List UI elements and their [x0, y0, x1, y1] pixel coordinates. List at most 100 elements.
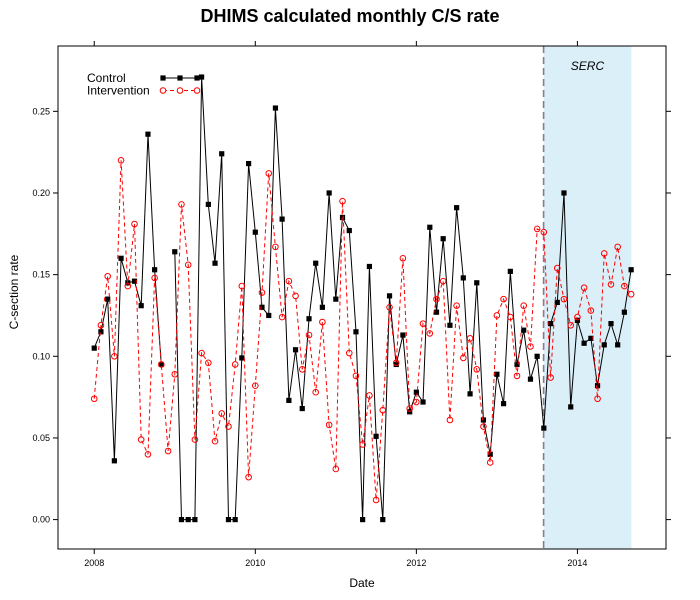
data-point-control: [286, 397, 292, 403]
x-tick-label: 2008: [84, 558, 104, 568]
data-point-control: [527, 376, 534, 382]
data-point-control: [413, 389, 419, 395]
data-point-control: [326, 190, 332, 196]
data-point-control: [205, 201, 211, 208]
data-point-control: [534, 353, 540, 359]
data-point-intervention: [594, 395, 601, 403]
data-point-control: [400, 332, 406, 338]
data-point-intervention: [480, 423, 487, 430]
data-point-control: [91, 345, 97, 351]
data-point-control: [225, 517, 232, 523]
data-point-intervention: [245, 473, 252, 481]
data-point-intervention: [419, 320, 427, 327]
data-point-intervention: [413, 398, 420, 406]
data-point-control: [299, 405, 305, 412]
data-point-control: [306, 316, 312, 322]
data-point-intervention: [486, 459, 494, 466]
x-tick-label: 2010: [245, 558, 265, 568]
data-point-control: [487, 451, 493, 457]
data-point-intervention: [359, 441, 366, 448]
data-point-intervention: [332, 465, 340, 473]
data-point-intervention: [231, 361, 239, 368]
y-tick-label: 0.15: [32, 270, 50, 280]
data-point-control: [420, 399, 426, 405]
x-axis-label: Date: [349, 576, 375, 590]
data-point-intervention: [164, 447, 172, 455]
data-point-intervention: [580, 284, 588, 292]
data-point-control: [360, 517, 366, 523]
data-point-intervention: [500, 295, 507, 303]
data-point-intervention: [251, 382, 259, 389]
data-point-intervention: [285, 277, 293, 285]
data-point-control: [460, 275, 466, 281]
data-point-control: [474, 280, 480, 286]
data-point-control: [272, 105, 279, 111]
data-point-intervention: [124, 282, 132, 290]
data-point-control: [252, 229, 258, 235]
data-point-intervention: [211, 437, 219, 445]
data-point-control: [427, 224, 433, 230]
data-point-intervention: [366, 392, 373, 399]
data-point-intervention: [527, 343, 534, 350]
data-point-control: [246, 160, 252, 167]
legend-label-intervention: Intervention: [87, 84, 150, 98]
series-intervention: [90, 157, 635, 504]
data-point-intervention: [238, 282, 246, 290]
data-point-control: [541, 425, 547, 431]
data-point-intervention: [520, 302, 528, 309]
data-point-control: [178, 517, 185, 523]
data-point-control: [581, 340, 587, 346]
data-point-intervention: [587, 307, 595, 314]
plot-frame: [57, 45, 667, 550]
data-point-intervention: [218, 410, 226, 417]
data-point-intervention: [386, 303, 393, 311]
data-point-intervention: [171, 370, 179, 378]
data-point-intervention: [305, 331, 313, 339]
data-point-control: [447, 322, 453, 328]
data-point-intervention: [560, 295, 568, 303]
data-point-intervention: [553, 264, 561, 272]
data-point-control: [373, 433, 379, 439]
data-point-intervention: [258, 289, 266, 296]
legend-marker-intervention: [159, 87, 167, 94]
data-point-intervention: [507, 313, 514, 321]
chart-title: DHIMS calculated monthly C/S rate: [200, 6, 500, 26]
data-point-control: [568, 404, 574, 410]
serc-label: SERC: [571, 59, 605, 73]
data-point-control: [192, 517, 198, 523]
data-point-control: [454, 205, 460, 211]
data-point-intervention: [439, 277, 447, 285]
data-point-control: [111, 458, 117, 464]
data-point-intervention: [158, 361, 165, 368]
data-point-control: [185, 517, 191, 523]
data-point-intervention: [272, 243, 279, 251]
data-point-intervention: [151, 274, 158, 282]
x-tick-label: 2014: [567, 558, 587, 568]
data-point-intervention: [205, 359, 212, 367]
data-point-intervention: [426, 330, 434, 337]
data-point-control: [433, 309, 440, 315]
data-point-control: [514, 361, 520, 368]
data-point-control: [98, 329, 104, 335]
data-point-control: [158, 361, 164, 368]
data-point-intervention: [433, 295, 440, 303]
data-point-control: [615, 342, 621, 348]
data-point-control: [554, 299, 560, 305]
data-point-control: [259, 304, 265, 310]
data-point-intervention: [292, 292, 299, 300]
data-point-control: [313, 260, 319, 266]
data-point-control: [386, 293, 393, 299]
data-point-intervention: [144, 450, 152, 458]
data-point-intervention: [379, 406, 387, 414]
data-point-control: [145, 131, 151, 137]
data-point-control: [346, 227, 352, 234]
data-point-intervention: [540, 228, 548, 236]
data-point-intervention: [104, 272, 111, 280]
data-point-control: [212, 260, 218, 266]
data-point-control: [131, 278, 138, 284]
data-point-intervention: [312, 388, 319, 396]
y-tick-label: 0.05: [32, 433, 50, 443]
data-point-control: [353, 329, 359, 335]
data-point-intervention: [466, 335, 474, 342]
